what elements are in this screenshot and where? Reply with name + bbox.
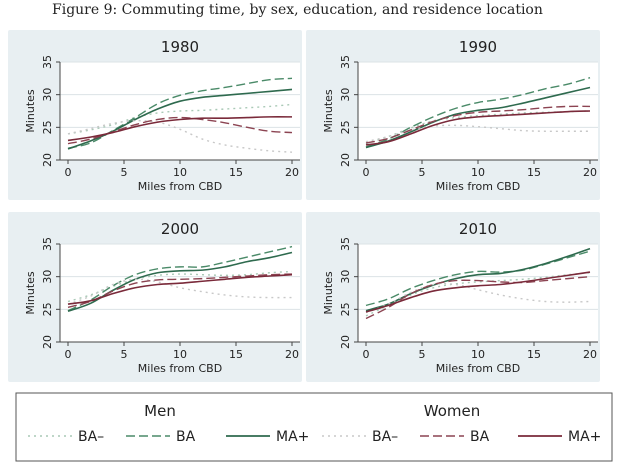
series-line-men-ba xyxy=(365,250,591,307)
x-tick-label: 20 xyxy=(583,166,597,179)
series-line-women-ba-minus xyxy=(365,124,590,143)
chart-panel-1990: 1990 20 25 30 35 Minutes 0 5 10 15 20 Miles from CB… xyxy=(306,30,600,200)
x-tick-label: 5 xyxy=(121,348,128,361)
y-tick-label: 25 xyxy=(41,120,54,134)
legend-label: BA– xyxy=(78,429,104,445)
y-tick-label: 25 xyxy=(339,302,352,316)
x-tick-label: 5 xyxy=(419,348,426,361)
y-tick-label: 20 xyxy=(41,153,54,167)
figure-title: Figure 9: Commuting time, by sex, educat… xyxy=(52,2,543,18)
x-tick-label: 15 xyxy=(527,166,541,179)
y-tick-label: 25 xyxy=(339,120,352,134)
y-tick-label: 35 xyxy=(339,55,352,69)
panel-title: 1980 xyxy=(161,38,199,56)
legend-group-women: Women xyxy=(424,402,480,420)
x-axis-label: Miles from CBD xyxy=(138,180,222,193)
panel-title: 2000 xyxy=(161,220,199,238)
x-tick-label: 0 xyxy=(363,348,370,361)
legend-box xyxy=(15,392,613,462)
x-tick-label: 10 xyxy=(173,348,187,361)
legend: Men Women BA– BA MA+ BA– BA MA+ xyxy=(15,392,613,462)
y-tick-label: 35 xyxy=(339,237,352,251)
y-tick-label: 30 xyxy=(339,88,352,102)
y-tick-label: 35 xyxy=(41,237,54,251)
series-line-women-ma-plus xyxy=(67,273,293,305)
y-tick-label: 30 xyxy=(41,88,54,102)
panel-title: 1990 xyxy=(459,38,497,56)
x-tick-label: 5 xyxy=(121,166,128,179)
y-tick-label: 35 xyxy=(41,55,54,69)
series-line-men-ba xyxy=(67,245,293,312)
y-tick-label: 25 xyxy=(41,302,54,316)
x-tick-label: 20 xyxy=(285,348,299,361)
x-tick-label: 0 xyxy=(65,348,72,361)
x-tick-label: 0 xyxy=(65,166,72,179)
y-axis-label: Minutes xyxy=(24,89,37,133)
series-line-men-ba xyxy=(365,77,591,148)
y-tick-label: 20 xyxy=(339,335,352,349)
series-line-women-ma-plus xyxy=(67,116,293,142)
x-tick-label: 10 xyxy=(471,166,485,179)
legend-label: MA+ xyxy=(276,429,309,445)
series-line-women-ba-minus xyxy=(67,278,293,305)
plot-area xyxy=(60,244,300,342)
series-line-men-ma-plus xyxy=(365,86,591,149)
y-axis-label: Minutes xyxy=(322,271,335,315)
series-line-men-ba-minus xyxy=(67,103,293,135)
legend-label: BA– xyxy=(372,429,398,445)
x-tick-label: 20 xyxy=(583,348,597,361)
legend-label: BA xyxy=(470,429,490,445)
legend-group-men: Men xyxy=(144,402,176,420)
series-line-women-ma-plus xyxy=(365,110,591,146)
x-tick-label: 15 xyxy=(229,166,243,179)
chart-panel-2010: 2010 20 25 30 35 Minutes 0 5 10 15 20 Miles from CB… xyxy=(306,212,600,382)
y-tick-label: 20 xyxy=(41,335,54,349)
x-axis-label: Miles from CBD xyxy=(436,180,520,193)
x-tick-label: 0 xyxy=(363,166,370,179)
x-tick-label: 5 xyxy=(419,166,426,179)
series-line-women-ma-plus xyxy=(365,271,591,313)
y-tick-label: 30 xyxy=(41,270,54,284)
y-tick-label: 20 xyxy=(339,153,352,167)
y-axis-label: Minutes xyxy=(322,89,335,133)
x-axis-label: Miles from CBD xyxy=(436,362,520,375)
y-tick-label: 30 xyxy=(339,270,352,284)
y-axis-label: Minutes xyxy=(24,271,37,315)
x-axis-label: Miles from CBD xyxy=(138,362,222,375)
series-line-women-ba xyxy=(365,105,591,144)
x-tick-label: 15 xyxy=(527,348,541,361)
series-line-women-ba xyxy=(67,273,293,309)
legend-label: MA+ xyxy=(568,429,601,445)
series-line-women-ba-minus xyxy=(365,282,591,314)
x-tick-label: 20 xyxy=(285,166,299,179)
chart-panel-2000: 2000 20 25 30 35 Minutes 0 5 10 15 20 Miles from CB… xyxy=(8,212,302,382)
chart-panel-1980: 1980 20 25 30 35 Minutes 0 5 10 15 20 Miles from CB… xyxy=(8,30,302,200)
series-line-women-ba xyxy=(365,275,591,320)
legend-label: BA xyxy=(176,429,196,445)
x-tick-label: 10 xyxy=(173,166,187,179)
panel-title: 2010 xyxy=(459,220,497,238)
series-line-women-ba-minus xyxy=(67,120,293,153)
x-tick-label: 15 xyxy=(229,348,243,361)
x-tick-label: 10 xyxy=(471,348,485,361)
